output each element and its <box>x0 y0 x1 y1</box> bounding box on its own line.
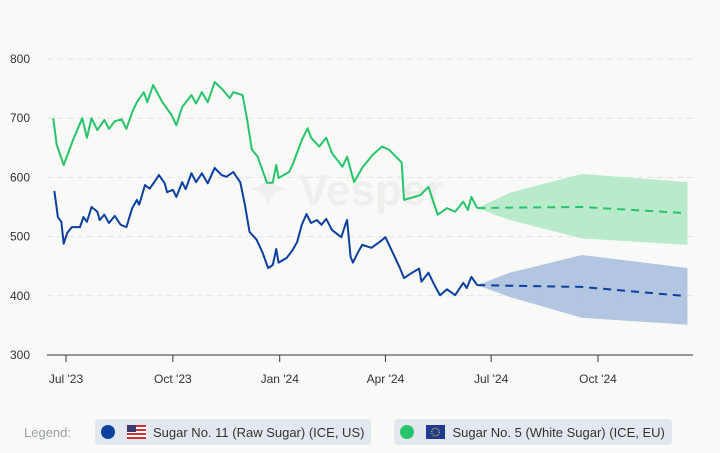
eu-flag-icon <box>426 425 446 439</box>
legend-label: Legend: <box>24 424 71 440</box>
y-tick-label: 300 <box>10 348 30 362</box>
x-tick-label: Jul '23 <box>49 372 84 386</box>
history-line-white-sugar <box>52 81 479 216</box>
x-tick-label: Jan '24 <box>261 372 300 386</box>
us-flag-icon <box>127 425 146 439</box>
x-tick-label: Oct '23 <box>154 372 192 386</box>
series-color-dot <box>400 425 415 439</box>
watermark-logo: ✦ Vesper <box>250 166 443 215</box>
x-tick-label: Apr '24 <box>367 372 405 386</box>
forecast-band-raw-sugar <box>477 254 688 325</box>
forecast-line-white-sugar <box>477 205 683 214</box>
forecast-band-white-sugar <box>477 173 688 245</box>
y-tick-label: 600 <box>10 170 30 184</box>
y-tick-label: 800 <box>10 52 30 66</box>
history-line-raw-sugar <box>53 166 479 297</box>
forecast-bands <box>477 173 688 325</box>
gridlines: 300 400 500 600 700 800 <box>10 52 693 362</box>
x-axis: Jul '23 Oct '23 Jan '24 Apr '24 Jul '24 Oct '… <box>47 354 693 386</box>
legend-item-raw-sugar[interactable]: Sugar No. 11 (Raw Sugar) (ICE, US) <box>95 419 372 445</box>
legend-item-white-sugar[interactable]: Sugar No. 5 (White Sugar) (ICE, EU) <box>394 419 672 445</box>
legend-item-label: Sugar No. 5 (White Sugar) (ICE, EU) <box>452 424 665 440</box>
x-tick-label: Jul '24 <box>474 372 509 386</box>
legend: Legend: Sugar No. 11 (Raw Sugar) (ICE, U… <box>0 418 720 446</box>
series-color-dot <box>101 425 115 439</box>
legend-item-label: Sugar No. 11 (Raw Sugar) (ICE, US) <box>153 424 365 440</box>
x-tick-label: Oct '24 <box>579 372 617 386</box>
forecast-line-raw-sugar <box>477 284 683 297</box>
price-chart: 300 400 500 600 700 800 ✦ Vesper Jul '23 Oct '… <box>10 52 693 386</box>
y-tick-label: 700 <box>10 111 30 125</box>
y-tick-label: 400 <box>10 289 30 303</box>
y-tick-label: 500 <box>10 230 30 244</box>
series-lines <box>52 81 683 297</box>
